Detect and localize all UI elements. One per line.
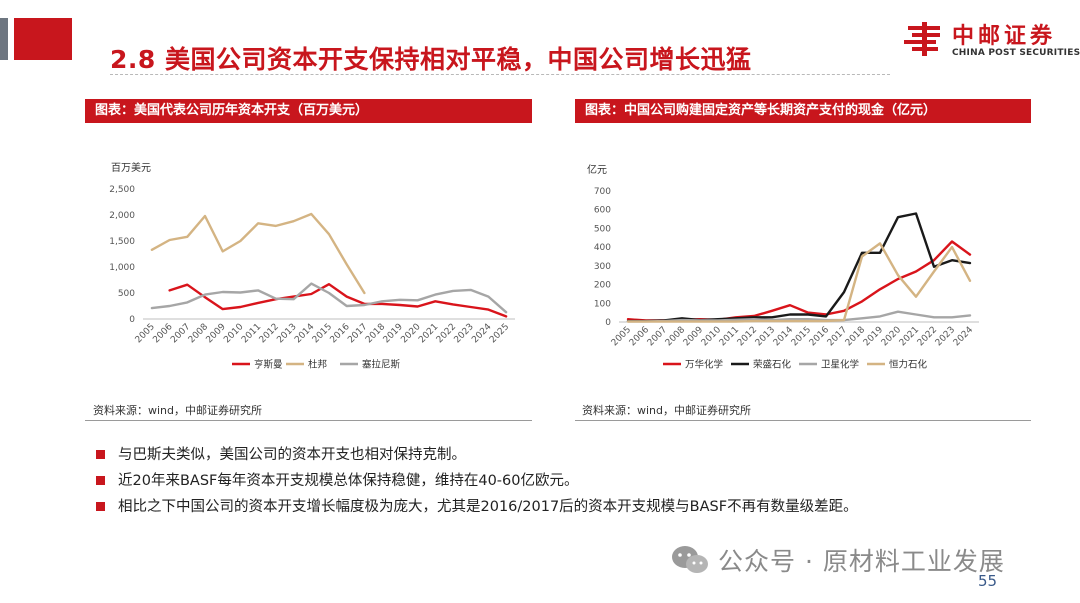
chart2-series-line xyxy=(626,240,972,322)
chart2-y-tick-label: 400 xyxy=(594,243,611,253)
chart1-x-tick-label: 2015 xyxy=(311,322,334,345)
chart2-x-tick-label: 2009 xyxy=(682,325,705,348)
chart2-y-tick-label: 500 xyxy=(594,224,611,234)
chart1-x-tick-label: 2022 xyxy=(435,322,458,345)
corner-decoration xyxy=(0,18,72,60)
chart1-x-tick-label: 2013 xyxy=(275,322,298,345)
title-divider xyxy=(110,74,890,75)
chart1-series-line xyxy=(150,212,366,295)
chart2-y-tick-label: 200 xyxy=(594,281,611,291)
chart2-x-tick-label: 2014 xyxy=(772,325,795,348)
corner-grey-bar xyxy=(0,18,8,60)
bullet-text: 相比之下中国公司的资本开支增长幅度极为庞大，尤其是2016/2017后的资本开支… xyxy=(118,499,858,515)
logo-english-name: CHINA POST SECURITIES xyxy=(952,48,1080,58)
chart2-x-tick-label: 2007 xyxy=(646,325,669,348)
bullet-item: 近20年来BASF每年资本开支规模总体保持稳健，维持在40-60亿欧元。 xyxy=(96,470,1056,496)
chart2-header: 图表：中国公司购建固定资产等长期资产支付的现金（亿元） xyxy=(575,99,1031,123)
chart2-x-tick-label: 2018 xyxy=(844,325,867,348)
bullet-item: 相比之下中国公司的资本开支增长幅度极为庞大，尤其是2016/2017后的资本开支… xyxy=(96,496,1056,522)
chart2-source: 资料来源：wind，中邮证券研究所 xyxy=(582,404,752,417)
chart1-x-tick-label: 2012 xyxy=(258,322,281,345)
wechat-watermark: 公众号 · 原材料工业发展 xyxy=(670,540,1060,580)
chart1-x-tick-label: 2011 xyxy=(240,322,263,345)
chart1-bottom-rule xyxy=(85,420,532,421)
chart2-x-tick-label: 2011 xyxy=(718,325,741,348)
chart1-series-line xyxy=(168,283,508,318)
chart2-x-tick-label: 2016 xyxy=(808,325,831,348)
chart2-x-tick-label: 2005 xyxy=(610,325,633,348)
chart1-us-capex: 百万美元05001,0001,5002,0002,500200520062007… xyxy=(109,161,515,371)
chart1-y-tick-label: 500 xyxy=(118,289,135,299)
chart2-x-tick-label: 2021 xyxy=(898,325,921,348)
chart2-bottom-rule xyxy=(575,420,1031,421)
chart1-legend-label: 亨斯曼 xyxy=(254,359,283,371)
chart2-y-tick-label: 300 xyxy=(594,262,611,272)
chart2-x-tick-label: 2010 xyxy=(700,325,723,348)
chart2-y-tick-label: 600 xyxy=(594,206,611,216)
company-logo: 中邮证券 CHINA POST SECURITIES xyxy=(902,16,1080,64)
chart2-y-tick-label: 100 xyxy=(594,299,611,309)
chart2-legend-label: 万华化学 xyxy=(685,359,723,371)
chart2-legend-label: 荣盛石化 xyxy=(753,359,792,371)
chart2-series-line xyxy=(626,310,972,323)
bullet-marker xyxy=(96,502,105,511)
bullet-text: 近20年来BASF每年资本开支规模总体保持稳健，维持在40-60亿欧元。 xyxy=(118,473,579,489)
chart2-legend-label: 卫星化学 xyxy=(821,359,859,371)
chart1-x-tick-label: 2005 xyxy=(134,322,157,345)
chart1-y-tick-label: 2,000 xyxy=(109,211,135,221)
chart1-legend-label: 塞拉尼斯 xyxy=(362,359,401,371)
slide-title: 2.8 美国公司资本开支保持相对平稳，中国公司增长迅猛 xyxy=(110,45,752,74)
chart2-series-line xyxy=(626,212,972,323)
chart1-y-tick-label: 0 xyxy=(129,315,135,325)
chart1-series-line xyxy=(150,282,508,314)
bullet-marker xyxy=(96,476,105,485)
logo-chinese-name: 中邮证券 xyxy=(952,24,1057,49)
bullet-text: 与巴斯夫类似，美国公司的资本开支也相对保持克制。 xyxy=(118,447,466,463)
chart2-x-tick-label: 2015 xyxy=(790,325,813,348)
chart2-china-capex: 亿元 0 100 200 300 400 500 600 700 2005200620072008… xyxy=(587,163,979,371)
chart2-x-tick-label: 2012 xyxy=(736,325,759,348)
chart2-x-tick-label: 2023 xyxy=(934,325,957,348)
bullet-marker xyxy=(96,450,105,459)
bullet-list: 与巴斯夫类似，美国公司的资本开支也相对保持克制。 近20年来BASF每年资本开支… xyxy=(96,444,1056,522)
chart1-x-tick-label: 2023 xyxy=(453,322,476,345)
chart2-x-tick-label: 2020 xyxy=(880,325,903,348)
chart2-legend-label: 恒力石化 xyxy=(889,359,928,371)
china-post-logo-icon xyxy=(904,22,940,56)
chart2-x-tick-label: 2019 xyxy=(862,325,885,348)
chart1-legend-label: 杜邦 xyxy=(308,359,328,371)
wechat-icon xyxy=(672,546,708,573)
chart2-y-tick-label: 700 xyxy=(594,187,611,197)
chart1-x-tick-label: 2025 xyxy=(488,322,511,345)
chart2-x-tick-label: 2024 xyxy=(952,325,975,348)
chart2-x-tick-label: 2017 xyxy=(826,325,849,348)
chart1-x-tick-label: 2007 xyxy=(169,322,192,345)
chart2-x-tick-label: 2006 xyxy=(628,325,651,348)
page-number: 55 xyxy=(978,572,998,590)
watermark-text: 公众号 · 原材料工业发展 xyxy=(718,547,1005,576)
chart2-x-tick-label: 2022 xyxy=(916,325,939,348)
chart1-y-unit-label: 百万美元 xyxy=(111,161,151,174)
chart1-y-tick-label: 1,000 xyxy=(109,263,135,273)
chart1-source: 资料来源：wind，中邮证券研究所 xyxy=(93,404,263,417)
chart1-x-tick-label: 2017 xyxy=(346,322,369,345)
chart2-x-tick-label: 2013 xyxy=(754,325,777,348)
chart1-y-tick-label: 1,500 xyxy=(109,237,135,247)
chart1-x-tick-label: 2021 xyxy=(417,322,440,345)
chart2-y-tick-label: 0 xyxy=(605,318,611,328)
corner-red-block xyxy=(14,18,72,60)
chart2-x-tick-label: 2008 xyxy=(664,325,687,348)
chart2-series-line xyxy=(626,242,972,323)
chart1-header: 图表：美国代表公司历年资本开支（百万美元） xyxy=(85,99,532,123)
chart2-y-unit-label: 亿元 xyxy=(587,163,607,176)
chart1-y-tick-label: 2,500 xyxy=(109,185,135,195)
bullet-item: 与巴斯夫类似，美国公司的资本开支也相对保持克制。 xyxy=(96,444,1056,470)
